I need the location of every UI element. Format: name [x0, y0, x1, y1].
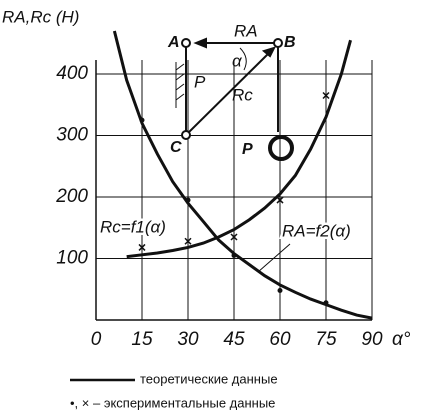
exp-cross — [230, 233, 238, 241]
label: Rc — [232, 85, 253, 104]
exp-dot — [139, 117, 145, 123]
exp-cross — [276, 196, 284, 204]
y-axis-label: RA,Rc (H) — [2, 7, 79, 26]
mechanism-diagram — [175, 37, 294, 161]
joint — [181, 38, 191, 48]
x-tick-label: 15 — [131, 329, 153, 350]
label: A — [167, 34, 180, 51]
x-tick-label: 60 — [269, 329, 291, 350]
legend-label: теоретические данные — [140, 371, 278, 386]
exp-cross — [184, 237, 192, 245]
curve — [112, 30, 373, 320]
x-tick-label: 90 — [361, 329, 383, 350]
hatching — [175, 63, 185, 101]
label: α — [232, 51, 243, 70]
weight — [268, 135, 294, 161]
x-tick-label: 0 — [91, 329, 102, 350]
label: P — [242, 141, 253, 158]
angle-arc — [239, 47, 247, 71]
arrow — [261, 46, 276, 58]
exp-dot — [185, 197, 191, 203]
x-axis-label: α° — [392, 329, 411, 350]
series-label: RA=f2(α) — [282, 221, 351, 240]
label: P — [194, 72, 206, 91]
leader — [257, 243, 291, 273]
exp-dot — [323, 300, 329, 306]
label: C — [170, 139, 182, 156]
exp-cross — [322, 91, 330, 100]
y-tick-label: 200 — [55, 186, 88, 207]
series-label: Rc=f1(α) — [100, 217, 166, 236]
x-tick-label: 75 — [315, 329, 337, 350]
exp-dot — [277, 287, 283, 293]
joint — [181, 130, 191, 140]
joint — [273, 38, 283, 48]
exp-cross — [138, 243, 146, 251]
label: B — [284, 34, 296, 51]
curve — [126, 39, 352, 259]
exp-dot — [231, 252, 237, 258]
arrow — [193, 37, 207, 49]
label: RA — [234, 21, 258, 40]
y-tick-label: 400 — [56, 63, 88, 84]
x-tick-label: 30 — [177, 329, 199, 350]
x-tick-label: 45 — [223, 329, 245, 350]
y-tick-label: 100 — [56, 248, 88, 269]
vector-rc — [185, 49, 273, 136]
y-tick-label: 300 — [56, 125, 88, 146]
legend-label: •, × – экспериментальные данные — [70, 395, 275, 410]
